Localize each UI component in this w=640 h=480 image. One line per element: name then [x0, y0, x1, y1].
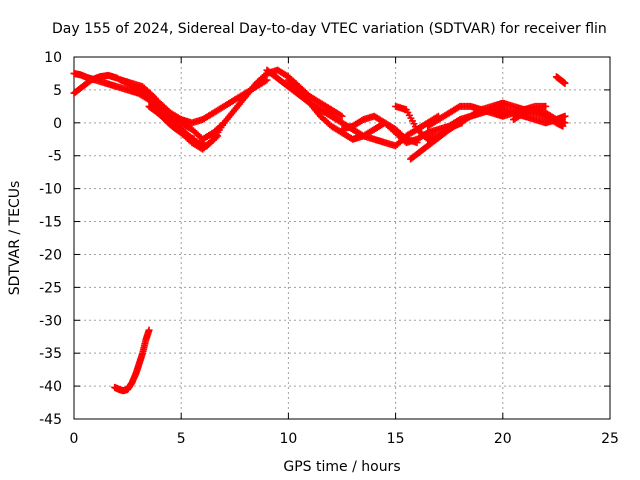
y-tick-label: -35: [39, 346, 62, 362]
x-tick-label: 25: [601, 431, 619, 447]
data-point: [458, 119, 466, 127]
plot-border: [73, 56, 611, 420]
series-track-l: [510, 106, 569, 127]
x-tick-label: 0: [70, 431, 79, 447]
series-track-j: [407, 119, 466, 163]
data-point: [220, 119, 228, 127]
y-tick-label: -30: [39, 313, 62, 329]
y-axis-label: SDTVAR / TECUs: [7, 181, 23, 296]
x-tick-label: 10: [279, 431, 297, 447]
y-tick-label: -10: [39, 182, 62, 198]
data-point: [214, 132, 222, 140]
data-point: [261, 77, 269, 85]
data-point: [542, 102, 550, 110]
series-track-n: [111, 326, 153, 395]
x-tick-label: 5: [177, 431, 186, 447]
y-tick-label: -40: [39, 379, 62, 395]
data-point: [561, 79, 569, 87]
y-tick-label: -20: [39, 247, 62, 263]
series-track-m: [552, 73, 569, 87]
y-tick-label: 10: [44, 50, 62, 66]
axis-ticks: 0 5 10 15 20 25 10 5 0 -5 -10 -15 -20 -25 -30 -35 -40 -45: [39, 50, 619, 447]
data-point: [561, 112, 569, 120]
y-tick-label: -25: [39, 280, 62, 296]
x-axis-label: GPS time / hours: [283, 459, 400, 475]
x-tick-label: 20: [494, 431, 512, 447]
y-tick-label: -45: [39, 412, 62, 428]
data-point: [219, 120, 227, 128]
data-point: [212, 133, 220, 141]
data-points: [70, 66, 569, 395]
data-point: [263, 76, 271, 84]
chart-title: Day 155 of 2024, Sidereal Day-to-day VTE…: [52, 21, 607, 37]
data-point: [190, 135, 198, 143]
data-point: [561, 119, 569, 127]
data-point: [338, 112, 346, 120]
gridlines: [74, 57, 610, 419]
data-point: [145, 326, 153, 334]
series-track-d: [134, 76, 271, 127]
y-tick-label: 5: [53, 83, 62, 99]
y-tick-label: -5: [48, 149, 62, 165]
series-track-b: [70, 71, 228, 143]
plot-frame: [73, 56, 611, 420]
x-tick-label: 15: [387, 431, 405, 447]
series-track-e: [145, 102, 198, 143]
y-tick-label: -15: [39, 215, 62, 231]
y-tick-label: 0: [53, 116, 62, 132]
data-point: [336, 111, 344, 119]
